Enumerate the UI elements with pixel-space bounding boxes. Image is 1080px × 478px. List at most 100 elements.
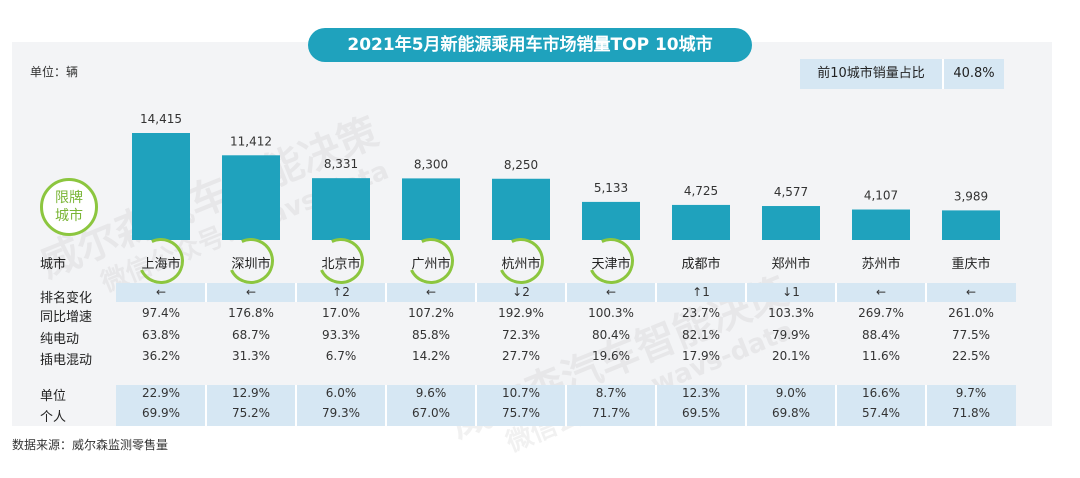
row-label-yoy: 同比增速 — [40, 310, 93, 325]
rank-change-cell-10: ← — [965, 285, 977, 299]
limit-badge-line2: 城市 — [55, 208, 83, 224]
personal-cell-4: 67.0% — [411, 406, 451, 420]
city-label-2: 深圳市 — [231, 257, 271, 272]
org-cell-10: 9.7% — [955, 386, 987, 400]
phev-cell-2: 31.3% — [231, 349, 271, 363]
bar-value-label-7: 4,725 — [684, 184, 718, 198]
personal-cell-5: 75.7% — [501, 406, 541, 420]
city-label-10: 重庆市 — [951, 257, 991, 272]
org-cell-3: 6.0% — [325, 386, 357, 400]
row-label-personal: 个人 — [40, 410, 67, 425]
org-cell-2: 12.9% — [231, 386, 271, 400]
top10-share-label: 前10城市销量占比 — [817, 66, 925, 81]
rank-change-cell-8: ↓1 — [782, 285, 800, 299]
city-label-7: 成都市 — [681, 257, 721, 272]
table-band-divider — [835, 283, 837, 302]
bev-cell-8: 79.9% — [771, 328, 811, 342]
table-band-divider — [475, 283, 477, 302]
personal-cell-10: 71.8% — [951, 406, 991, 420]
yoy-cell-10: 261.0% — [948, 306, 994, 320]
bar-value-label-1: 14,415 — [140, 112, 182, 126]
bev-cell-3: 93.3% — [321, 328, 361, 342]
phev-cell-9: 11.6% — [861, 349, 901, 363]
personal-cell-6: 71.7% — [591, 406, 631, 420]
city-label-5: 杭州市 — [501, 257, 541, 272]
rank-change-cell-7: ↑1 — [692, 285, 710, 299]
bar-value-label-2: 11,412 — [230, 134, 272, 148]
chart-title: 2021年5月新能源乘用车市场销量TOP 10城市 — [308, 28, 752, 62]
table-band-divider — [835, 385, 837, 426]
bev-cell-10: 77.5% — [951, 328, 991, 342]
table-band-divider — [295, 385, 297, 426]
table-band-divider — [745, 385, 747, 426]
bar-2 — [222, 155, 280, 240]
city-label-6: 天津市 — [591, 257, 631, 272]
yoy-cell-4: 107.2% — [408, 306, 454, 320]
rank-change-cell-4: ← — [425, 285, 437, 299]
table-band-divider — [565, 283, 567, 302]
top10-share-box: 前10城市销量占比 40.8% — [800, 59, 1004, 89]
table-band-divider — [475, 385, 477, 426]
bar-value-label-3: 8,331 — [324, 157, 358, 171]
bev-cell-7: 82.1% — [681, 328, 721, 342]
bev-cell-6: 80.4% — [591, 328, 631, 342]
unit-label: 单位：辆 — [30, 65, 79, 79]
rank-change-cell-6: ← — [605, 285, 617, 299]
yoy-cell-9: 269.7% — [858, 306, 904, 320]
table-band-divider — [565, 385, 567, 426]
bar-8 — [762, 206, 820, 240]
bar-9 — [852, 209, 910, 240]
personal-cell-1: 69.9% — [141, 406, 181, 420]
org-cell-9: 16.6% — [861, 386, 901, 400]
bar-4 — [402, 178, 460, 240]
bar-10 — [942, 210, 1000, 240]
top10-share-divider — [942, 59, 944, 89]
personal-cell-8: 69.8% — [771, 406, 811, 420]
personal-cell-3: 79.3% — [321, 406, 361, 420]
yoy-cell-7: 23.7% — [681, 306, 721, 320]
data-source: 数据来源：威尔森监测零售量 — [12, 438, 169, 452]
phev-cell-5: 27.7% — [501, 349, 541, 363]
bev-cell-1: 63.8% — [141, 328, 181, 342]
org-cell-5: 10.7% — [501, 386, 541, 400]
bar-value-label-9: 4,107 — [864, 189, 898, 203]
bar-value-label-10: 3,989 — [954, 189, 988, 203]
rank-change-cell-2: ← — [245, 285, 257, 299]
city-label-9: 苏州市 — [861, 257, 901, 272]
table-band-divider — [385, 283, 387, 302]
table-band-divider — [655, 283, 657, 302]
org-cell-8: 9.0% — [775, 386, 807, 400]
table-band-divider — [295, 283, 297, 302]
bar-value-label-6: 5,133 — [594, 181, 628, 195]
yoy-cell-6: 100.3% — [588, 306, 634, 320]
org-cell-1: 22.9% — [141, 386, 181, 400]
bar-1 — [132, 133, 190, 240]
personal-cell-9: 57.4% — [861, 406, 901, 420]
bev-cell-5: 72.3% — [501, 328, 541, 342]
phev-cell-3: 6.7% — [325, 349, 357, 363]
yoy-cell-2: 176.8% — [228, 306, 274, 320]
rank-change-cell-3: ↑2 — [332, 285, 350, 299]
city-label-8: 郑州市 — [771, 257, 811, 272]
org-cell-6: 8.7% — [595, 386, 627, 400]
bar-7 — [672, 204, 730, 240]
row-label-bev: 纯电动 — [40, 332, 80, 347]
top10-share-value: 40.8% — [953, 66, 995, 81]
bar-value-label-8: 4,577 — [774, 185, 808, 199]
rank-change-cell-1: ← — [155, 285, 167, 299]
bar-value-label-4: 8,300 — [414, 157, 448, 171]
org-cell-4: 9.6% — [415, 386, 447, 400]
bar-3 — [312, 178, 370, 240]
limit-badge-line1: 限牌 — [55, 190, 83, 206]
personal-cell-2: 75.2% — [231, 406, 271, 420]
yoy-cell-1: 97.4% — [141, 306, 181, 320]
table-band-divider — [205, 283, 207, 302]
phev-cell-10: 22.5% — [951, 349, 991, 363]
rank-change-cell-5: ↓2 — [512, 285, 530, 299]
rank-change-cell-9: ← — [875, 285, 887, 299]
bar-5 — [492, 178, 550, 240]
bev-cell-4: 85.8% — [411, 328, 451, 342]
row-label-phev: 插电混动 — [40, 353, 93, 368]
yoy-cell-8: 103.3% — [768, 306, 814, 320]
